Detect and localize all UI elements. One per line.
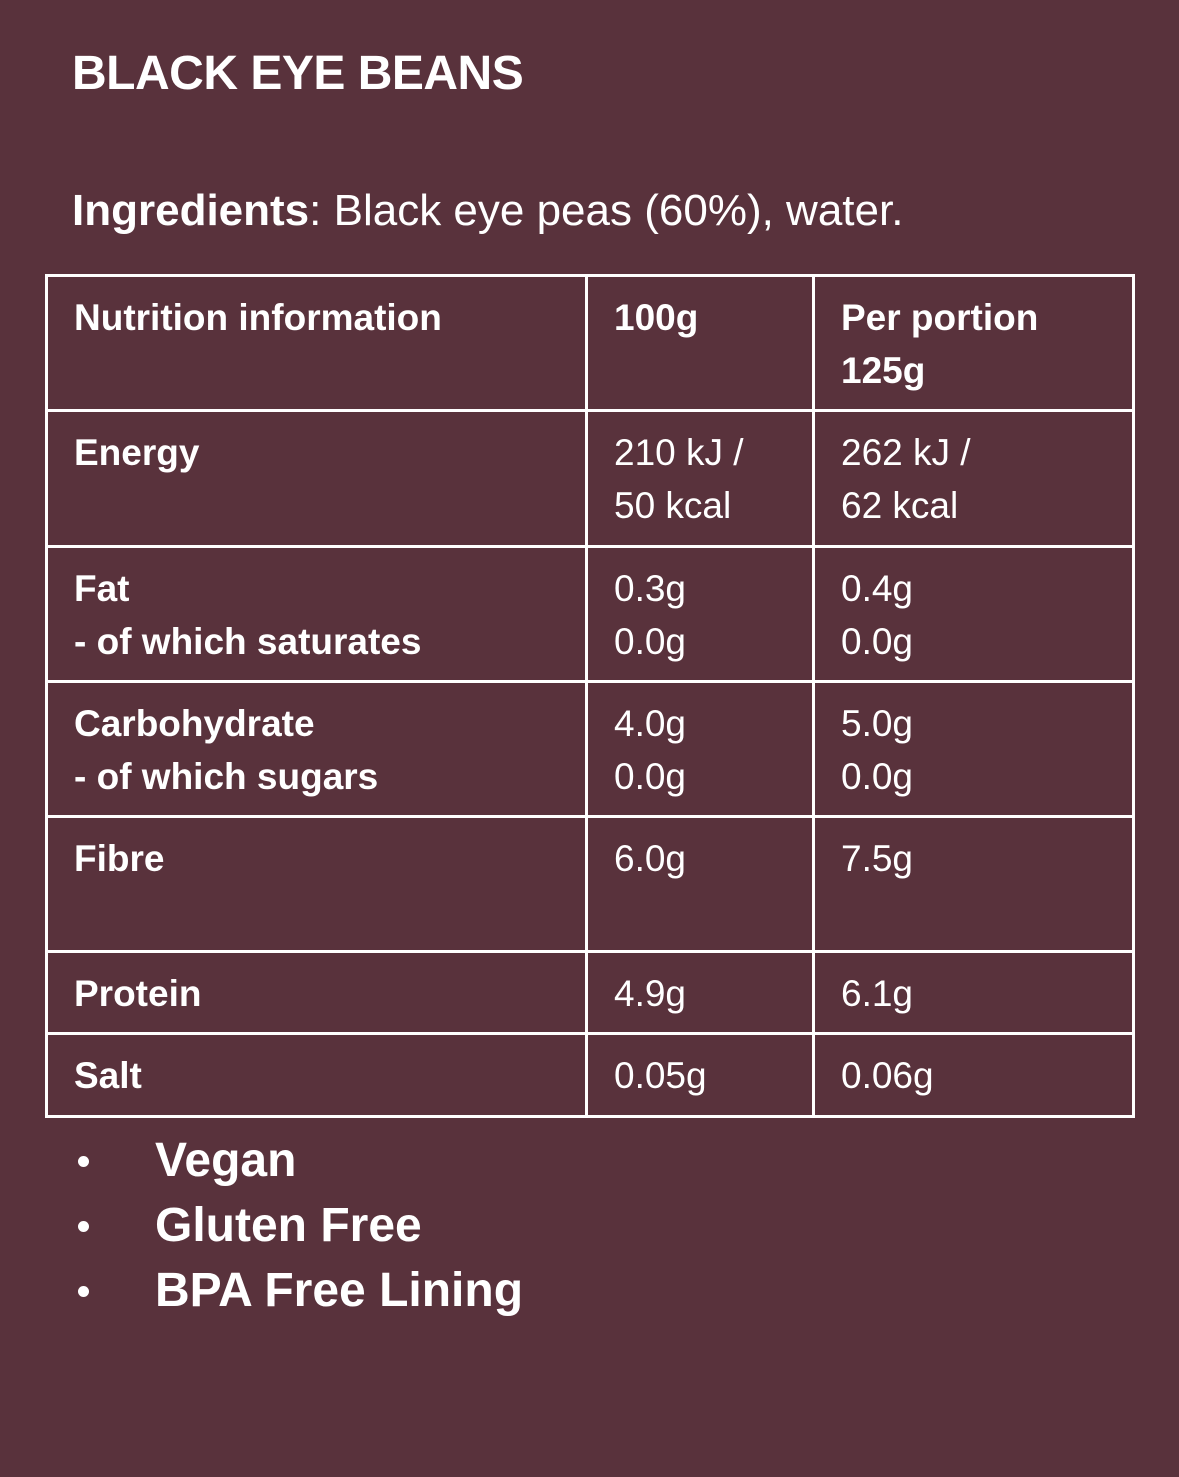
cell-text: Salt <box>74 1055 142 1096</box>
cell-text: 7.5g <box>841 838 914 879</box>
claim-item: Gluten Free <box>72 1193 523 1258</box>
table-cell: Fibre <box>45 815 588 953</box>
table-cell: 5.0g 0.0g <box>812 680 1135 818</box>
title: BLACK EYE BEANS <box>72 47 524 100</box>
nutrition-table: Nutrition information 100g Per portion 125g… <box>45 274 1135 1118</box>
cell-text: 62 kcal <box>841 485 959 526</box>
cell-text: 6.0g <box>614 838 687 879</box>
table-cell: 4.9g <box>585 950 815 1035</box>
table-cell: Energy <box>45 409 588 548</box>
cell-text: 262 kJ / <box>841 432 971 473</box>
cell-text: 0.4g <box>841 568 914 609</box>
cell-text: 0.0g <box>614 621 687 662</box>
cell-text: 50 kcal <box>614 485 732 526</box>
table-row: Salt 0.05g 0.06g <box>45 1032 1135 1118</box>
claim-text: Gluten Free <box>155 1199 422 1252</box>
cell-text: 0.0g <box>841 756 914 797</box>
table-cell: 4.0g 0.0g <box>585 680 815 818</box>
table-cell: 0.05g <box>585 1032 815 1118</box>
table-cell: Fat - of which saturates <box>45 545 588 683</box>
table-cell: 6.0g <box>585 815 815 953</box>
table-cell: 0.4g 0.0g <box>812 545 1135 683</box>
table-cell: 0.3g 0.0g <box>585 545 815 683</box>
cell-text: 4.0g <box>614 703 687 744</box>
table-row: Fat - of which saturates 0.3g 0.0g 0.4g 0.0g <box>45 545 1135 683</box>
table-row: Energy 210 kJ / 50 kcal 262 kJ / 62 kcal <box>45 409 1135 548</box>
bullet <box>78 1156 89 1167</box>
table-cell: 0.06g <box>812 1032 1135 1118</box>
table-cell: Per portion 125g <box>812 274 1135 412</box>
cell-text: 0.05g <box>614 1055 707 1096</box>
cell-text: Fibre <box>74 838 165 879</box>
bullet <box>78 1286 89 1297</box>
cell-text: 125g <box>841 350 926 391</box>
table-cell: 210 kJ / 50 kcal <box>585 409 815 548</box>
table-cell: 7.5g <box>812 815 1135 953</box>
cell-text: Protein <box>74 973 202 1014</box>
table-cell: Salt <box>45 1032 588 1118</box>
cell-text: 4.9g <box>614 973 687 1014</box>
table-row: Fibre 6.0g 7.5g <box>45 815 1135 953</box>
claim-text: BPA Free Lining <box>155 1264 524 1317</box>
cell-text: - of which saturates <box>74 621 422 662</box>
cell-text: 5.0g <box>841 703 914 744</box>
cell-text: 0.06g <box>841 1055 934 1096</box>
table-row: Carbohydrate - of which sugars 4.0g 0.0g 5.0… <box>45 680 1135 818</box>
cell-text: 0.0g <box>841 621 914 662</box>
table-row: Nutrition information 100g Per portion 125g <box>45 274 1135 412</box>
ingredients: Ingredients: Black eye peas (60%), water… <box>72 186 903 236</box>
ingredients-text: : Black eye peas (60%), water. <box>309 186 904 235</box>
cell-text: Nutrition information <box>74 297 442 338</box>
table-row: Protein 4.9g 6.1g <box>45 950 1135 1035</box>
ingredients-label: Ingredients <box>72 186 310 235</box>
cell-text: 0.3g <box>614 568 687 609</box>
cell-text: 100g <box>614 297 699 338</box>
table-cell: 6.1g <box>812 950 1135 1035</box>
cell-text: Fat <box>74 568 130 609</box>
cell-text: Energy <box>74 432 200 473</box>
table-cell: 100g <box>585 274 815 412</box>
table-cell: 262 kJ / 62 kcal <box>812 409 1135 548</box>
table-cell: Nutrition information <box>45 274 588 412</box>
cell-text: Carbohydrate <box>74 703 315 744</box>
cell-text: 0.0g <box>614 756 687 797</box>
claim-item: BPA Free Lining <box>72 1258 523 1323</box>
cell-text: Per portion <box>841 297 1039 338</box>
bullet <box>78 1221 89 1232</box>
cell-text: 6.1g <box>841 973 914 1014</box>
claim-text: Vegan <box>155 1134 297 1187</box>
cell-text: 210 kJ / <box>614 432 744 473</box>
table-cell: Carbohydrate - of which sugars <box>45 680 588 818</box>
claims-list: Vegan Gluten Free BPA Free Lining <box>72 1128 523 1323</box>
cell-text: - of which sugars <box>74 756 379 797</box>
claim-item: Vegan <box>72 1128 523 1193</box>
table-cell: Protein <box>45 950 588 1035</box>
